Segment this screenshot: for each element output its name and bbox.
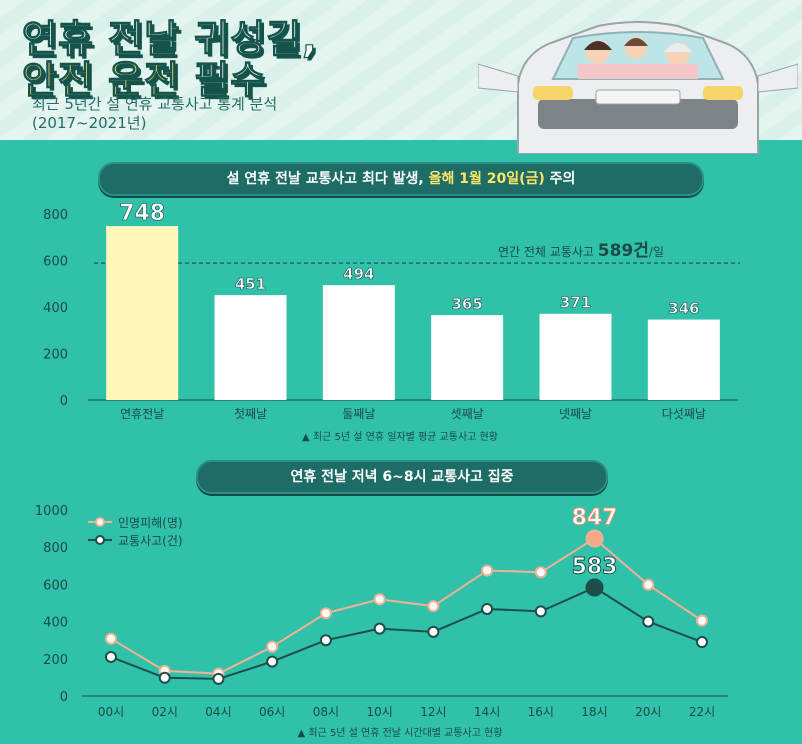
title-line-2: 안전 운전 필수 — [21, 49, 267, 104]
y-tick-label: 400 — [43, 301, 68, 316]
y-tick-label: 0 — [60, 394, 68, 409]
line-section-pill: 연휴 전날 저녁 6~8시 교통사고 집중 — [196, 460, 608, 494]
x-tick-label: 12시 — [420, 705, 446, 719]
x-tick-label: 16시 — [528, 705, 554, 719]
y-tick-label: 1000 — [35, 504, 68, 519]
series-point — [481, 602, 494, 615]
title-line-1: 연휴 전날 귀성길, — [21, 16, 318, 61]
y-tick-label: 800 — [43, 208, 68, 223]
data-label: 847 — [572, 505, 618, 530]
series-point — [319, 634, 332, 647]
bar-pill-pre: 설 연휴 전날 교통사고 최다 발생, — [226, 171, 429, 187]
series-point — [373, 622, 386, 635]
series-point — [266, 655, 279, 668]
x-category-label: 다섯째날 — [662, 407, 706, 421]
bar-chart: 연간 전체 교통사고 589건/일 ▲ 최근 5년 설 연휴 일자별 평균 교통… — [43, 201, 740, 443]
car-illustration — [478, 21, 798, 154]
series-point — [481, 564, 494, 577]
series-point — [427, 625, 440, 638]
subtitle-line-2: (2017~2021년) — [32, 114, 147, 132]
x-tick-label: 06시 — [259, 705, 285, 719]
legend-label: 인명피해(명) — [118, 516, 183, 530]
series-line — [110, 537, 703, 675]
y-tick-label: 200 — [43, 653, 68, 668]
y-tick-label: 400 — [43, 616, 68, 631]
series-point — [534, 605, 547, 618]
bar — [322, 285, 395, 400]
title-accent: 안전 운전 — [21, 57, 181, 102]
bar-value-label: 365 — [452, 295, 483, 313]
bar-value-label: 371 — [560, 294, 591, 312]
x-category-label: 연휴전날 — [120, 407, 164, 421]
bar-value-label: 451 — [235, 275, 266, 293]
x-tick-label: 00시 — [98, 705, 124, 719]
series-point — [319, 607, 332, 620]
y-tick-label: 600 — [43, 578, 68, 593]
x-category-label: 둘째날 — [342, 407, 375, 421]
series-point — [105, 632, 117, 645]
series-point — [427, 600, 440, 613]
bar — [431, 315, 504, 400]
data-label: 583 — [572, 555, 618, 580]
y-tick-label: 200 — [43, 348, 68, 363]
series-point — [105, 650, 117, 663]
x-tick-label: 10시 — [366, 705, 392, 719]
series-line — [110, 586, 703, 680]
bar-chart-note: ▲ 최근 5년 설 연휴 일자별 평균 교통사고 현황 — [302, 431, 498, 443]
title-rest: 필수 — [180, 57, 267, 102]
y-tick-label: 0 — [60, 690, 68, 705]
bar — [214, 295, 287, 400]
bar-pill-highlight: 올해 1월 20일(금) — [428, 171, 545, 187]
bar-value-label: 748 — [119, 201, 165, 226]
x-category-label: 넷째날 — [559, 407, 592, 421]
series-point — [642, 615, 655, 628]
series-point — [158, 664, 171, 677]
subtitle-line-1: 최근 5년간 설 연휴 교통사고 통계 분석 — [32, 95, 278, 113]
series-point — [212, 667, 225, 680]
series-point — [585, 529, 604, 548]
x-category-label: 첫째날 — [234, 407, 267, 421]
reference-label: 연간 전체 교통사고 589건/일 — [498, 241, 664, 261]
series-point — [696, 636, 708, 649]
legend-marker — [95, 517, 105, 527]
x-tick-label: 04시 — [205, 705, 231, 719]
x-tick-label: 02시 — [152, 705, 178, 719]
bar-value-label: 494 — [343, 265, 374, 283]
series-point — [642, 578, 655, 591]
series-point — [534, 566, 547, 579]
bar-pill-post: 주의 — [544, 171, 576, 187]
x-tick-label: 18시 — [581, 705, 607, 719]
x-tick-label: 08시 — [313, 705, 339, 719]
series-point — [696, 614, 708, 627]
x-category-label: 셋째날 — [451, 407, 484, 421]
series-point — [585, 578, 604, 597]
legend-marker — [95, 535, 105, 545]
x-tick-label: 22시 — [689, 705, 715, 719]
series-point — [212, 672, 225, 685]
series-point — [373, 593, 386, 606]
subtitle: 최근 5년간 설 연휴 교통사고 통계 분석 (2017~2021년) — [32, 95, 277, 133]
bar — [106, 226, 179, 400]
x-tick-label: 14시 — [474, 705, 500, 719]
bar — [647, 319, 720, 400]
bar-section-pill: 설 연휴 전날 교통사고 최다 발생, 올해 1월 20일(금) 주의 — [98, 162, 704, 196]
y-tick-label: 800 — [43, 541, 68, 556]
y-tick-label: 600 — [43, 255, 68, 270]
series-point — [158, 671, 171, 684]
x-tick-label: 20시 — [635, 705, 661, 719]
bar — [539, 313, 612, 400]
legend-label: 교통사고(건) — [118, 534, 183, 548]
line-chart-note: ▲ 최근 5년 설 연휴 전날 시간대별 교통사고 현황 — [297, 727, 502, 739]
series-point — [266, 640, 279, 653]
bar-value-label: 346 — [668, 300, 699, 318]
